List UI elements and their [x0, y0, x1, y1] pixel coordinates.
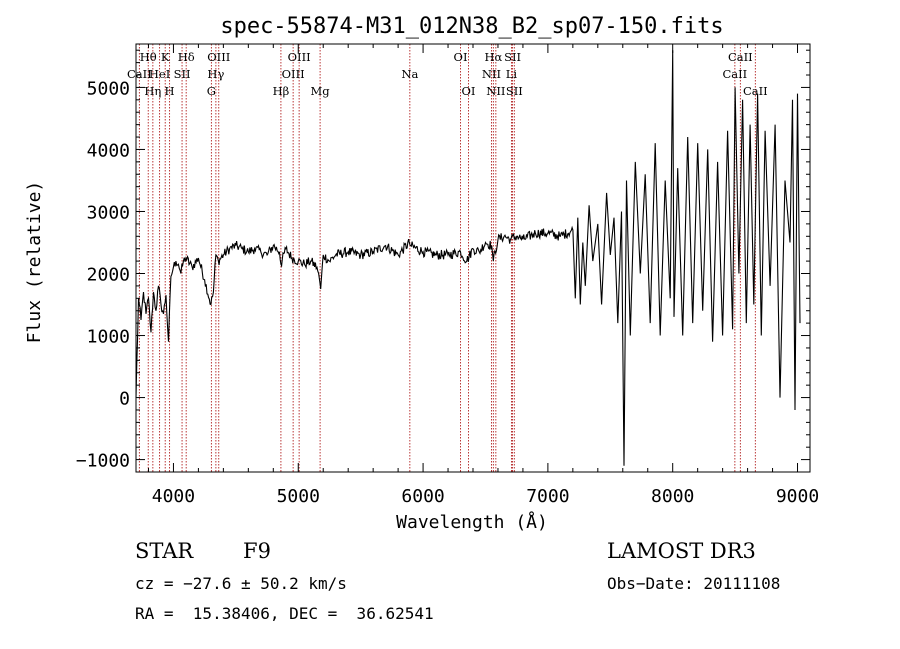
line-label: NII: [486, 84, 505, 98]
line-label: OI: [462, 84, 476, 98]
line-label: CaII: [728, 50, 753, 64]
line-label: OIII: [288, 50, 311, 64]
object-subclass: F9: [243, 539, 271, 563]
x-tick-label: 7000: [526, 486, 569, 507]
line-label: HeI: [149, 67, 170, 81]
x-tick-label: 6000: [401, 486, 444, 507]
y-axis-label: Flux (relative): [24, 181, 45, 344]
y-tick-label: −1000: [76, 451, 130, 472]
y-tick-label: 0: [119, 389, 130, 410]
sky-coordinates: RA = 15.38406, DEC = 36.62541: [135, 604, 434, 623]
x-tick-label: 5000: [277, 486, 320, 507]
x-axis-label: Wavelength (Å): [396, 511, 548, 533]
line-label: SII: [174, 67, 191, 81]
line-label: Hγ: [207, 67, 224, 81]
line-label: H: [165, 84, 175, 98]
line-label: Hη: [144, 84, 161, 98]
line-label: CaII: [722, 67, 747, 81]
x-tick-label: 9000: [776, 486, 819, 507]
line-label: SII: [504, 50, 521, 64]
axis-ticks: 4000 5000 6000 7000 8000 9000 −1000 0 1000 2000 30…: [76, 44, 819, 507]
y-tick-label: 2000: [87, 265, 130, 286]
line-label: Hδ: [178, 50, 195, 64]
line-label: CaII: [743, 84, 768, 98]
x-tick-label: 8000: [651, 486, 694, 507]
line-label: CaII: [127, 67, 152, 81]
redshift-value: cz = −27.6 ± 50.2 km/s: [135, 574, 347, 593]
y-tick-label: 3000: [87, 202, 130, 223]
survey-name: LAMOST DR3: [607, 539, 756, 563]
line-label: Hθ: [140, 50, 157, 64]
x-tick-label: 4000: [152, 486, 195, 507]
line-label: Hα: [484, 50, 502, 64]
plot-frame: [135, 43, 811, 473]
line-label: OIII: [207, 50, 230, 64]
line-label: Li: [506, 67, 518, 81]
line-labels: Hθ CaII Hη K HeI H Hδ SII OIII Hγ G OIII OIII Hβ Mg Na O…: [127, 50, 768, 98]
y-tick-label: 1000: [87, 327, 130, 348]
line-label: Na: [401, 67, 418, 81]
line-label: K: [161, 50, 170, 64]
line-label: G: [207, 84, 216, 98]
y-tick-label: 5000: [87, 78, 130, 99]
observation-date: Obs−Date: 20111108: [607, 574, 781, 593]
line-label: Mg: [311, 84, 331, 98]
line-label: SII: [506, 84, 523, 98]
line-label: OI: [454, 50, 468, 64]
line-label: Hβ: [273, 84, 290, 98]
chart-title: spec-55874-M31_012N38_B2_sp07-150.fits: [220, 14, 723, 39]
spectrum-line: [135, 50, 801, 466]
object-class: STAR: [135, 539, 194, 563]
y-tick-label: 4000: [87, 140, 130, 161]
line-label: OIII: [282, 67, 305, 81]
line-label: NII: [482, 67, 501, 81]
